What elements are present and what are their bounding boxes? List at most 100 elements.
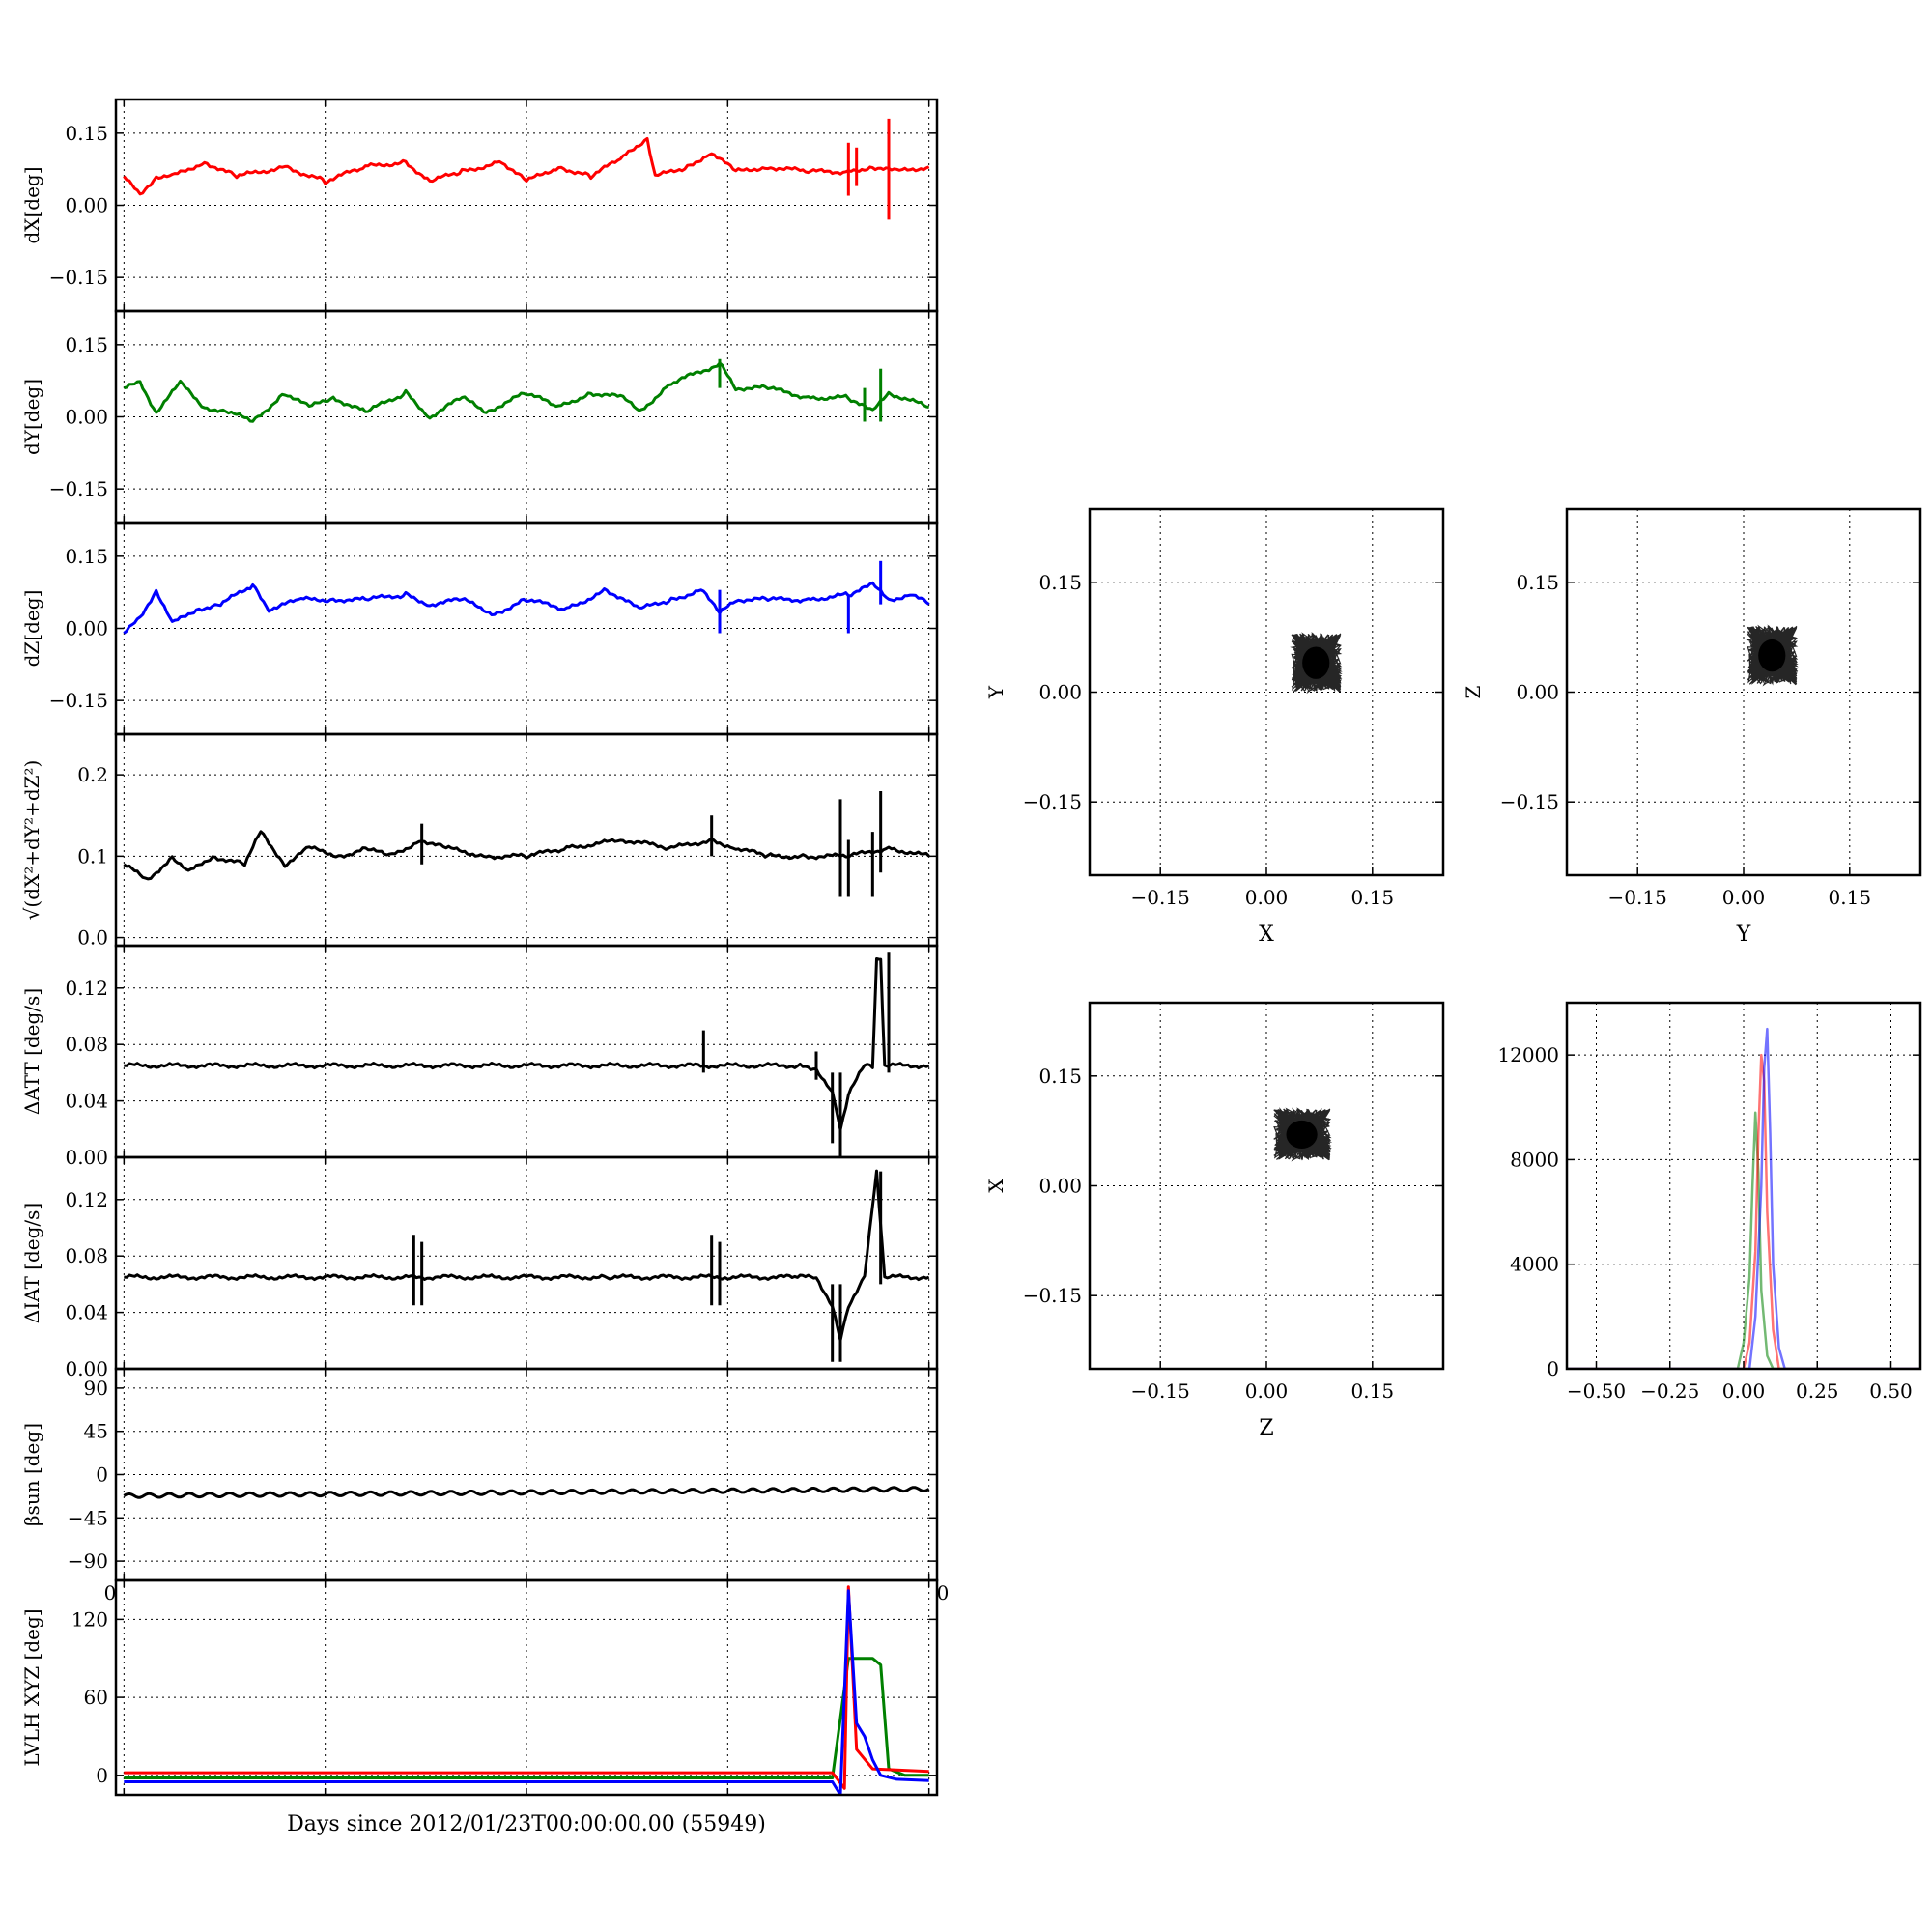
x-tick-label: 0.15 (1351, 886, 1395, 909)
time-axis-label: Days since 2012/01/23T00:00:00.00 (55949… (287, 1812, 766, 1836)
plot-area (116, 99, 937, 311)
y-axis-label: LVLH XYZ [deg] (20, 1608, 43, 1766)
y-tick-label: 0.15 (1516, 571, 1559, 594)
y-axis-label: Y (984, 685, 1008, 699)
chart-diat: 0.12 0.08 0.04 0.00 ΔIAT [deg/s] (20, 1155, 939, 1380)
y-tick-label: −0.15 (1023, 790, 1082, 813)
series-line-0 (123, 581, 930, 635)
plot-area (116, 1157, 937, 1369)
y-tick-label: 8000 (1510, 1148, 1559, 1171)
x-tick-label: 0.00 (1245, 1379, 1289, 1403)
y-axis-label: √(dX²+dY²+dZ²) (20, 760, 43, 921)
series-line-0 (123, 361, 929, 423)
series-line-0 (124, 1169, 930, 1342)
series-line-0 (1567, 1111, 1920, 1369)
x-tick-label: −0.15 (1608, 886, 1667, 909)
chart-datt: 0.12 0.08 0.04 0.00 ΔATT [deg/s] (20, 944, 939, 1169)
series-line-1 (1567, 1053, 1920, 1369)
y-tick-label: 0.15 (65, 122, 108, 145)
y-tick-label: 120 (71, 1607, 108, 1631)
y-tick-label: −0.15 (49, 266, 108, 289)
series-line-0 (124, 1657, 929, 1779)
plot-area (116, 523, 937, 734)
y-tick-label: 0 (96, 1764, 108, 1787)
y-tick-label: 0.1 (77, 844, 108, 867)
plots-layer: 0.150.00−0.15dX[deg]0.150.00−0.15dY[deg]… (20, 98, 1922, 1797)
series-line-2 (1567, 1027, 1920, 1369)
chart-total: 0.2 0.1 0.0 √(dX²+dY²+dZ²) (20, 732, 939, 950)
y-tick-label: 0.00 (65, 617, 108, 640)
y-tick-label: 0.00 (65, 194, 108, 217)
y-tick-label: −0.15 (49, 689, 108, 712)
y-tick-label: 0.00 (65, 1357, 108, 1380)
y-axis-label: X (984, 1179, 1008, 1193)
y-tick-label: 0.12 (65, 1188, 108, 1211)
y-tick-label: 0.0 (77, 926, 108, 950)
x-tick-label: 0.00 (1245, 886, 1289, 909)
y-tick-label: −90 (68, 1549, 108, 1573)
x-tick-label: −0.50 (1567, 1379, 1626, 1403)
y-tick-label: 0.04 (65, 1301, 108, 1324)
x-tick-label: 0.15 (1351, 1379, 1395, 1403)
y-tick-label: 0.00 (65, 406, 108, 429)
chart-zx: 0.15 0.00 −0.15 −0.15 0.00 0.15 Z X (984, 1001, 1445, 1440)
axes-frame (1565, 507, 1922, 877)
y-tick-label: −0.15 (1500, 790, 1559, 813)
series-line-2 (124, 1589, 929, 1795)
y-tick-label: 0.00 (65, 1146, 108, 1169)
y-tick-label: 0.08 (65, 1033, 108, 1056)
plot-area (116, 1580, 937, 1795)
x-tick-label: 0.25 (1796, 1379, 1839, 1403)
x-axis-label: Z (1259, 1416, 1273, 1440)
y-axis-label: Z (1462, 685, 1485, 698)
y-tick-label: 0.00 (1038, 1175, 1082, 1198)
y-tick-label: −0.15 (1023, 1284, 1082, 1307)
plot-area (116, 311, 937, 523)
y-tick-label: 0.2 (77, 763, 108, 786)
chart-xy: 0.15 0.00 −0.15 −0.15 0.00 0.15 X Y (984, 507, 1445, 947)
x-tick-label: −0.15 (1131, 886, 1190, 909)
y-axis-label: ΔATT [deg/s] (20, 988, 43, 1115)
y-tick-label: 0 (1547, 1357, 1559, 1380)
y-tick-label: 0.04 (65, 1090, 108, 1113)
y-axis-label: dX[deg] (20, 166, 43, 243)
chart-lvlh: 120 60 0 LVLH XYZ [deg] (20, 1578, 939, 1797)
chart-beta: 90 45 0 −45 −90 βsun [deg] (20, 1367, 939, 1582)
x-tick-label: 0.00 (1722, 886, 1766, 909)
series-line-0 (124, 957, 930, 1131)
y-tick-label: 45 (84, 1420, 108, 1443)
x-axis-label: Y (1736, 923, 1751, 947)
y-tick-label: 0 (96, 1463, 108, 1487)
y-tick-label: 0.00 (1038, 681, 1082, 704)
chart-dz: 0.15 0.00 −0.15 dZ[deg] (20, 521, 939, 736)
chart-hist: 12000 8000 4000 0 −0.50 −0.25 0.00 0.25 0.50 (1497, 1001, 1922, 1403)
y-tick-label: 12000 (1497, 1043, 1559, 1066)
scatter-core (1286, 1120, 1318, 1150)
axes-frame (1565, 1001, 1922, 1371)
axes-frame (114, 1578, 939, 1797)
scatter-core (1302, 646, 1330, 679)
y-tick-label: 4000 (1510, 1253, 1559, 1276)
y-tick-label: 0.15 (1038, 571, 1082, 594)
chart-yz: 0.15 0.00 −0.15 −0.15 0.00 0.15 Y Z (1462, 507, 1922, 947)
series-line-0 (123, 830, 930, 881)
y-tick-label: 0.12 (65, 977, 108, 1000)
y-tick-label: −0.15 (49, 477, 108, 500)
x-axis-label: X (1259, 923, 1274, 947)
x-tick-label: 0.00 (1722, 1379, 1766, 1403)
y-axis-label: dZ[deg] (20, 590, 43, 668)
plot-area (1567, 1003, 1920, 1369)
y-tick-label: 0.15 (1038, 1065, 1082, 1088)
plot-area (1567, 509, 1920, 875)
y-axis-label: ΔIAT [deg/s] (20, 1203, 43, 1323)
y-tick-label: 60 (84, 1686, 108, 1709)
axes-frame (1088, 507, 1445, 877)
scatter-core (1758, 639, 1786, 672)
plot-area (116, 1369, 937, 1580)
series-line-0 (123, 136, 930, 196)
y-tick-label: 0.15 (65, 545, 108, 568)
plot-area (1090, 1003, 1443, 1369)
x-tick-label: −0.25 (1640, 1379, 1699, 1403)
x-tick-label: 0.15 (1829, 886, 1872, 909)
